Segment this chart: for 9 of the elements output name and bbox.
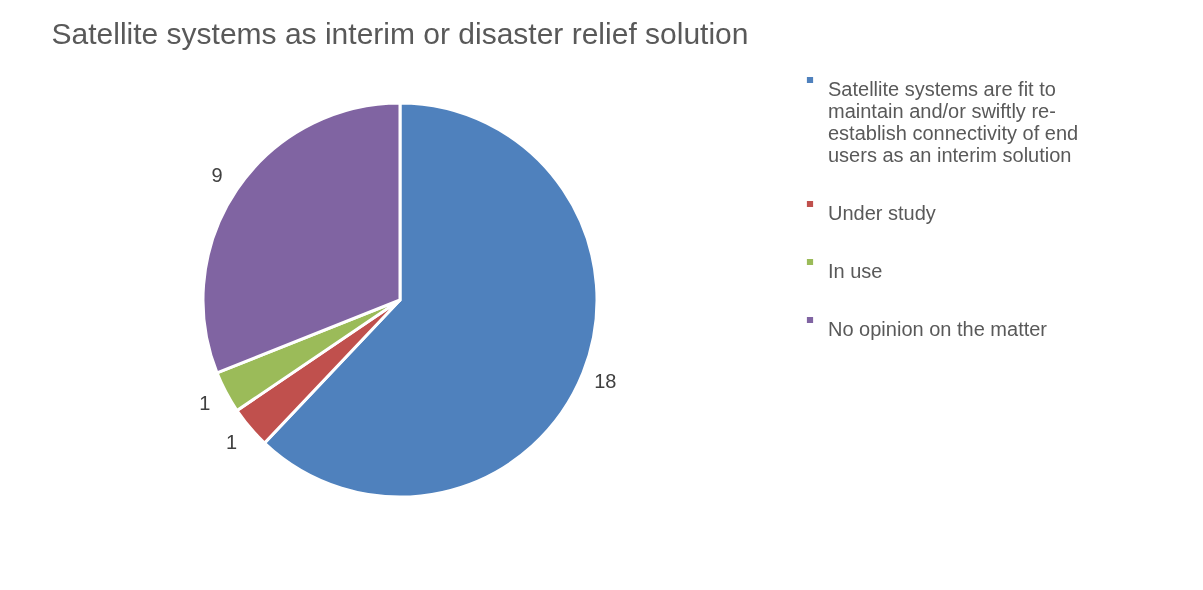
data-label: 1	[226, 431, 238, 454]
legend-label: Satellite systems are fit to maintain and/or swiftly re-establish connectivity of end users as an interim solution	[828, 78, 1079, 166]
data-label: 9	[211, 163, 223, 186]
chart-title: Satellite systems as interim or disaster relief solution	[51, 17, 749, 50]
data-label: 18	[594, 369, 617, 392]
legend-label: No opinion on the matter	[828, 318, 1048, 340]
legend-label: In use	[828, 260, 883, 282]
data-label: 1	[199, 391, 211, 414]
legend-label: Under study	[828, 202, 936, 224]
